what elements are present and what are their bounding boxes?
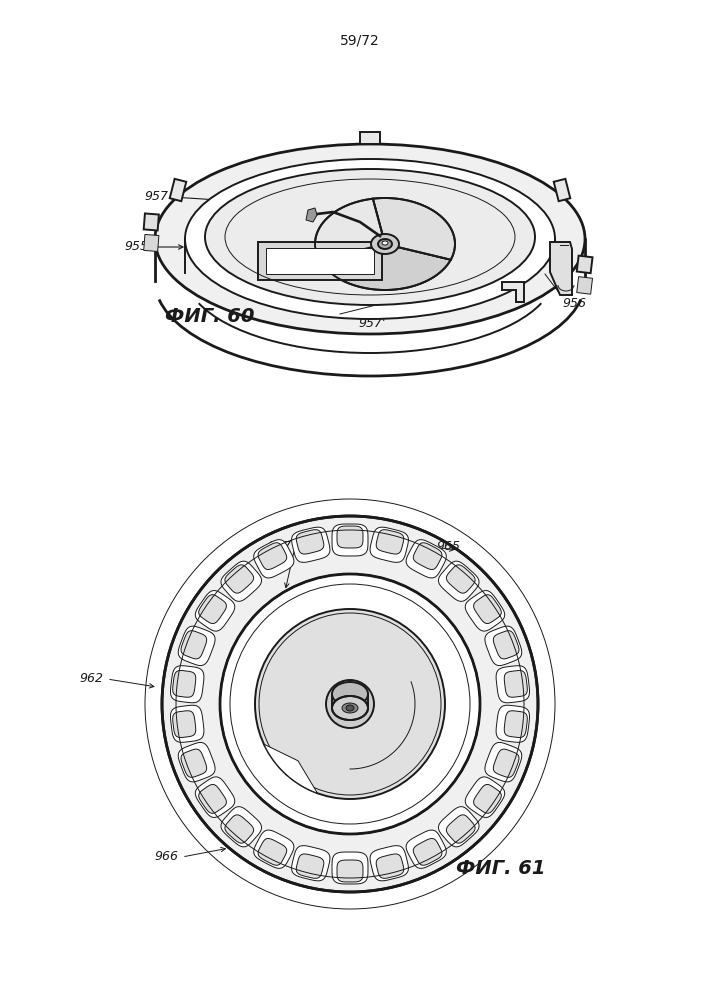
Ellipse shape bbox=[162, 516, 538, 892]
Polygon shape bbox=[306, 208, 317, 222]
Polygon shape bbox=[337, 860, 363, 882]
Polygon shape bbox=[465, 590, 505, 631]
Ellipse shape bbox=[220, 574, 480, 834]
Polygon shape bbox=[225, 815, 253, 843]
Polygon shape bbox=[332, 852, 368, 884]
Polygon shape bbox=[171, 705, 204, 742]
Polygon shape bbox=[465, 777, 505, 817]
Polygon shape bbox=[502, 282, 524, 302]
Text: 59/72: 59/72 bbox=[340, 34, 380, 48]
Text: 956: 956 bbox=[562, 297, 586, 310]
Polygon shape bbox=[258, 838, 287, 865]
Polygon shape bbox=[296, 854, 324, 878]
Text: 955: 955 bbox=[124, 241, 148, 254]
Polygon shape bbox=[195, 777, 235, 817]
Text: ФИГ. 61: ФИГ. 61 bbox=[456, 859, 545, 878]
Ellipse shape bbox=[378, 239, 392, 249]
Text: 957: 957 bbox=[144, 191, 168, 204]
Polygon shape bbox=[485, 626, 522, 665]
Polygon shape bbox=[266, 248, 374, 274]
Polygon shape bbox=[173, 670, 196, 697]
Ellipse shape bbox=[332, 696, 368, 720]
Polygon shape bbox=[332, 524, 368, 556]
Ellipse shape bbox=[255, 609, 445, 799]
Polygon shape bbox=[221, 806, 261, 847]
Polygon shape bbox=[493, 630, 519, 659]
Ellipse shape bbox=[371, 234, 399, 254]
Polygon shape bbox=[199, 594, 226, 623]
Polygon shape bbox=[406, 539, 446, 578]
Ellipse shape bbox=[155, 144, 585, 334]
Polygon shape bbox=[373, 198, 455, 260]
Ellipse shape bbox=[346, 705, 354, 711]
Ellipse shape bbox=[205, 169, 535, 305]
Polygon shape bbox=[577, 256, 593, 273]
Ellipse shape bbox=[332, 682, 368, 706]
Ellipse shape bbox=[326, 680, 374, 728]
Polygon shape bbox=[225, 564, 253, 593]
Polygon shape bbox=[315, 199, 385, 260]
Polygon shape bbox=[253, 539, 294, 577]
Text: 965: 965 bbox=[436, 540, 460, 553]
Polygon shape bbox=[296, 529, 324, 554]
Polygon shape bbox=[438, 561, 479, 601]
Polygon shape bbox=[170, 179, 186, 201]
Polygon shape bbox=[370, 845, 408, 881]
Text: 967: 967 bbox=[267, 540, 291, 553]
Ellipse shape bbox=[342, 703, 358, 713]
Polygon shape bbox=[554, 179, 570, 201]
Polygon shape bbox=[179, 626, 215, 665]
Polygon shape bbox=[496, 665, 529, 702]
Polygon shape bbox=[264, 744, 318, 793]
Polygon shape bbox=[173, 710, 196, 737]
Polygon shape bbox=[337, 526, 363, 548]
Polygon shape bbox=[504, 710, 527, 737]
Polygon shape bbox=[496, 705, 529, 742]
Polygon shape bbox=[577, 277, 593, 294]
Polygon shape bbox=[485, 742, 522, 782]
Polygon shape bbox=[199, 784, 226, 813]
Polygon shape bbox=[360, 132, 380, 144]
Polygon shape bbox=[438, 806, 479, 847]
Polygon shape bbox=[258, 542, 287, 569]
Polygon shape bbox=[504, 670, 527, 697]
Polygon shape bbox=[181, 630, 207, 659]
Polygon shape bbox=[319, 244, 451, 290]
Ellipse shape bbox=[382, 241, 388, 245]
Polygon shape bbox=[446, 564, 475, 593]
Polygon shape bbox=[413, 838, 442, 865]
Polygon shape bbox=[474, 784, 501, 813]
Text: 957': 957' bbox=[358, 317, 385, 330]
Ellipse shape bbox=[185, 159, 555, 319]
Polygon shape bbox=[413, 542, 442, 569]
Polygon shape bbox=[292, 845, 330, 881]
Polygon shape bbox=[474, 594, 501, 623]
Polygon shape bbox=[550, 242, 572, 295]
Polygon shape bbox=[144, 214, 159, 231]
Text: 962: 962 bbox=[79, 672, 103, 685]
Polygon shape bbox=[406, 830, 446, 868]
Polygon shape bbox=[258, 242, 382, 280]
Polygon shape bbox=[376, 854, 404, 878]
Polygon shape bbox=[253, 830, 294, 868]
Polygon shape bbox=[179, 742, 215, 782]
Polygon shape bbox=[171, 665, 204, 702]
Polygon shape bbox=[181, 749, 207, 777]
Text: 966: 966 bbox=[154, 850, 178, 863]
Polygon shape bbox=[493, 749, 519, 777]
Polygon shape bbox=[221, 561, 261, 601]
Polygon shape bbox=[144, 235, 159, 252]
Polygon shape bbox=[195, 590, 235, 631]
Polygon shape bbox=[377, 529, 404, 554]
Text: ФИГ. 60: ФИГ. 60 bbox=[165, 308, 254, 327]
Polygon shape bbox=[370, 527, 408, 562]
Polygon shape bbox=[292, 527, 330, 562]
Polygon shape bbox=[446, 815, 475, 843]
